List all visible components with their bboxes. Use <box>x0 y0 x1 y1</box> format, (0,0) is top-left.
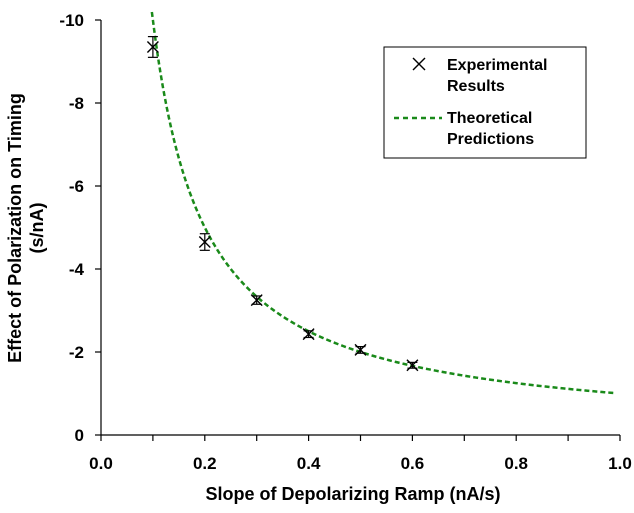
legend-label-experimental-line2: Results <box>447 78 505 95</box>
x-marker <box>302 328 315 341</box>
legend-label-theoretical-line1: Theoretical <box>447 110 532 127</box>
x-marker <box>146 40 159 53</box>
legend-label-experimental-line1: Experimental <box>447 57 547 74</box>
experimental-point <box>354 343 367 356</box>
x-marker <box>250 294 263 307</box>
x-tick-label: 0.2 <box>193 454 217 473</box>
experimental-point <box>198 233 211 251</box>
theoretical-series <box>150 11 615 395</box>
experimental-point <box>302 328 315 341</box>
legend-label-theoretical-line2: Predictions <box>447 131 534 148</box>
y-tick-labels: 0 -2 -4 -6 -8 -10 <box>59 11 84 445</box>
y-tick-label: -4 <box>69 260 85 279</box>
theoretical-curve <box>150 11 615 395</box>
x-tick-label: 0.0 <box>89 454 113 473</box>
x-tick-labels: 0.0 0.2 0.4 0.6 0.8 1.0 <box>89 454 632 473</box>
experimental-series <box>146 35 419 372</box>
x-marker <box>406 359 419 372</box>
legend: Experimental Results Theoretical Predict… <box>383 46 587 159</box>
experimental-point <box>406 359 419 372</box>
y-axis-title-line2: (s/nA) <box>27 203 47 254</box>
y-tick-label: 0 <box>75 426 84 445</box>
x-tick-label: 1.0 <box>608 454 632 473</box>
x-axis-title: Slope of Depolarizing Ramp (nA/s) <box>205 484 500 504</box>
legend-marker-experimental <box>412 57 426 71</box>
y-axis-title-line1: Effect of Polarization on Timing <box>5 93 25 363</box>
experimental-point <box>146 35 159 58</box>
experimental-point <box>250 294 263 307</box>
y-tick-label: -2 <box>69 343 84 362</box>
y-tick-label: -6 <box>69 177 84 196</box>
y-tick-label: -8 <box>69 94 84 113</box>
y-tick-label: -10 <box>59 11 84 30</box>
x-tick-label: 0.8 <box>504 454 528 473</box>
x-tick-label: 0.6 <box>401 454 425 473</box>
x-marker <box>354 343 367 356</box>
x-marker <box>198 236 211 249</box>
tick-marks <box>95 19 621 441</box>
x-tick-label: 0.4 <box>297 454 321 473</box>
